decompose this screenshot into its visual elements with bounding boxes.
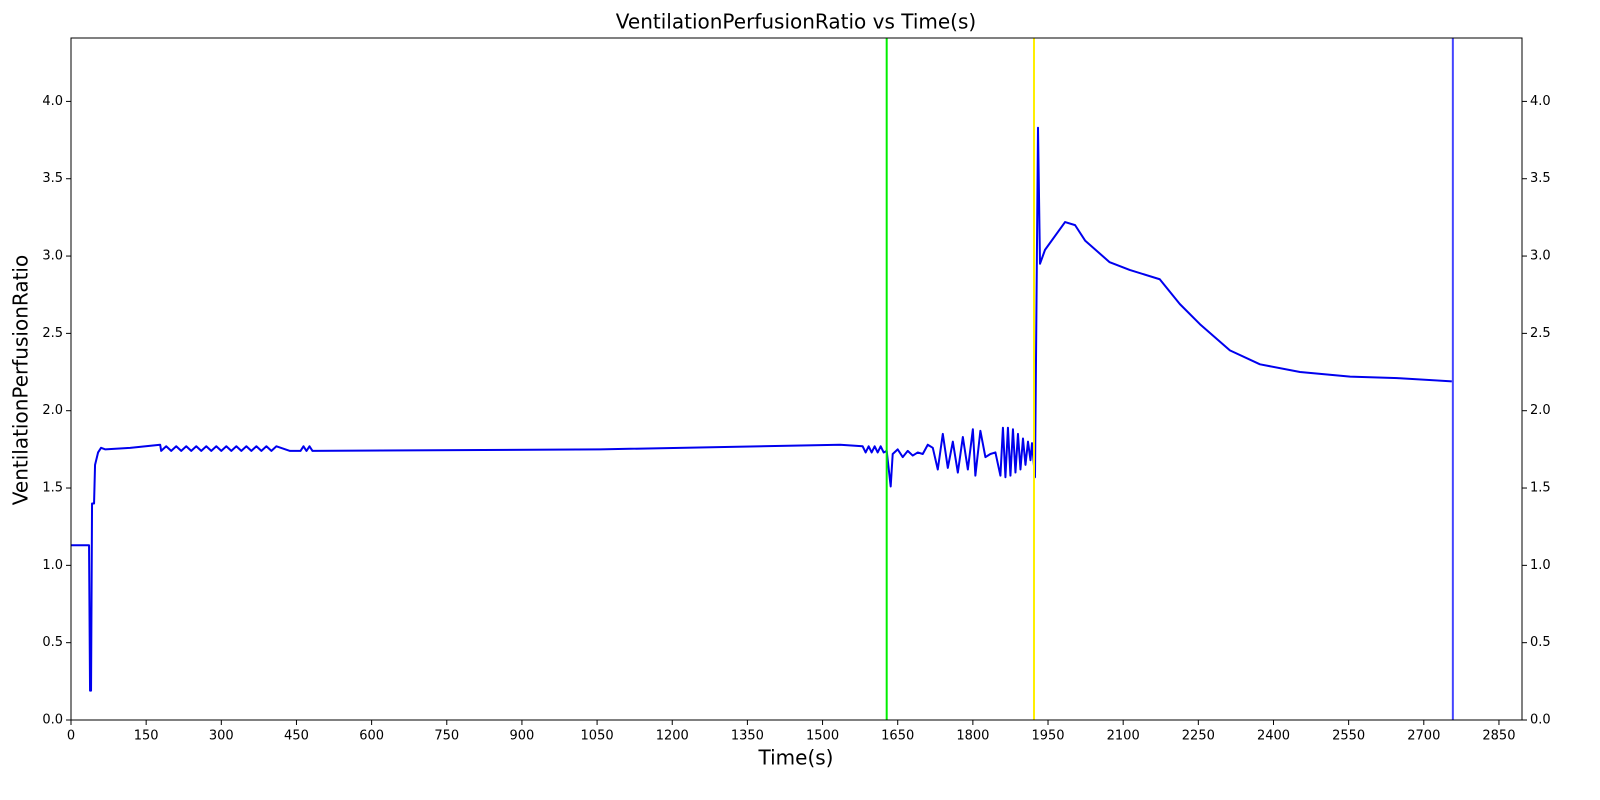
y2-tick-label: 1.0 <box>1530 558 1551 573</box>
x-tick-label: 600 <box>359 729 384 744</box>
x-tick-label: 2700 <box>1407 729 1440 744</box>
x-tick-label: 1650 <box>881 729 914 744</box>
data-line <box>71 126 1452 692</box>
x-axis-label: Time(s) <box>758 746 834 770</box>
y-tick-label: 2.5 <box>42 326 63 341</box>
y2-tick-label: 3.5 <box>1530 171 1551 186</box>
x-tick-label: 450 <box>284 729 309 744</box>
y2-tick-label: 0.0 <box>1530 713 1551 728</box>
x-tick-label: 2850 <box>1482 729 1515 744</box>
y2-tick-label: 2.5 <box>1530 326 1551 341</box>
y2-tick-label: 3.0 <box>1530 249 1551 264</box>
x-tick-label: 900 <box>510 729 535 744</box>
x-tick-label: 2250 <box>1182 729 1215 744</box>
y-tick-label: 3.0 <box>42 249 63 264</box>
x-tick-label: 1200 <box>656 729 689 744</box>
y-tick-label: 2.0 <box>42 403 63 418</box>
y2-tick-label: 1.5 <box>1530 481 1551 496</box>
x-tick-label: 0 <box>67 729 75 744</box>
x-tick-label: 750 <box>434 729 459 744</box>
x-tick-label: 1350 <box>731 729 764 744</box>
x-tick-label: 300 <box>209 729 234 744</box>
x-tick-label: 2550 <box>1332 729 1365 744</box>
y-tick-label: 0.5 <box>42 635 63 650</box>
x-tick-label: 2400 <box>1257 729 1290 744</box>
y-tick-label: 3.5 <box>42 171 63 186</box>
y-tick-label: 4.0 <box>42 94 63 109</box>
y2-tick-label: 4.0 <box>1530 94 1551 109</box>
x-tick-label: 1950 <box>1031 729 1064 744</box>
x-tick-label: 1800 <box>956 729 989 744</box>
y-tick-label: 1.0 <box>42 558 63 573</box>
y2-tick-label: 2.0 <box>1530 403 1551 418</box>
x-tick-label: 2100 <box>1107 729 1140 744</box>
plot-frame <box>70 37 1523 721</box>
y2-tick-label: 0.5 <box>1530 635 1551 650</box>
y-tick-label: 1.5 <box>42 481 63 496</box>
x-tick-label: 150 <box>134 729 159 744</box>
x-tick-label: 1500 <box>806 729 839 744</box>
y-tick-label: 0.0 <box>42 713 63 728</box>
chart-title: VentilationPerfusionRatio vs Time(s) <box>616 10 976 34</box>
x-tick-label: 1050 <box>581 729 614 744</box>
y-axis-label: VentilationPerfusionRatio <box>9 255 33 505</box>
